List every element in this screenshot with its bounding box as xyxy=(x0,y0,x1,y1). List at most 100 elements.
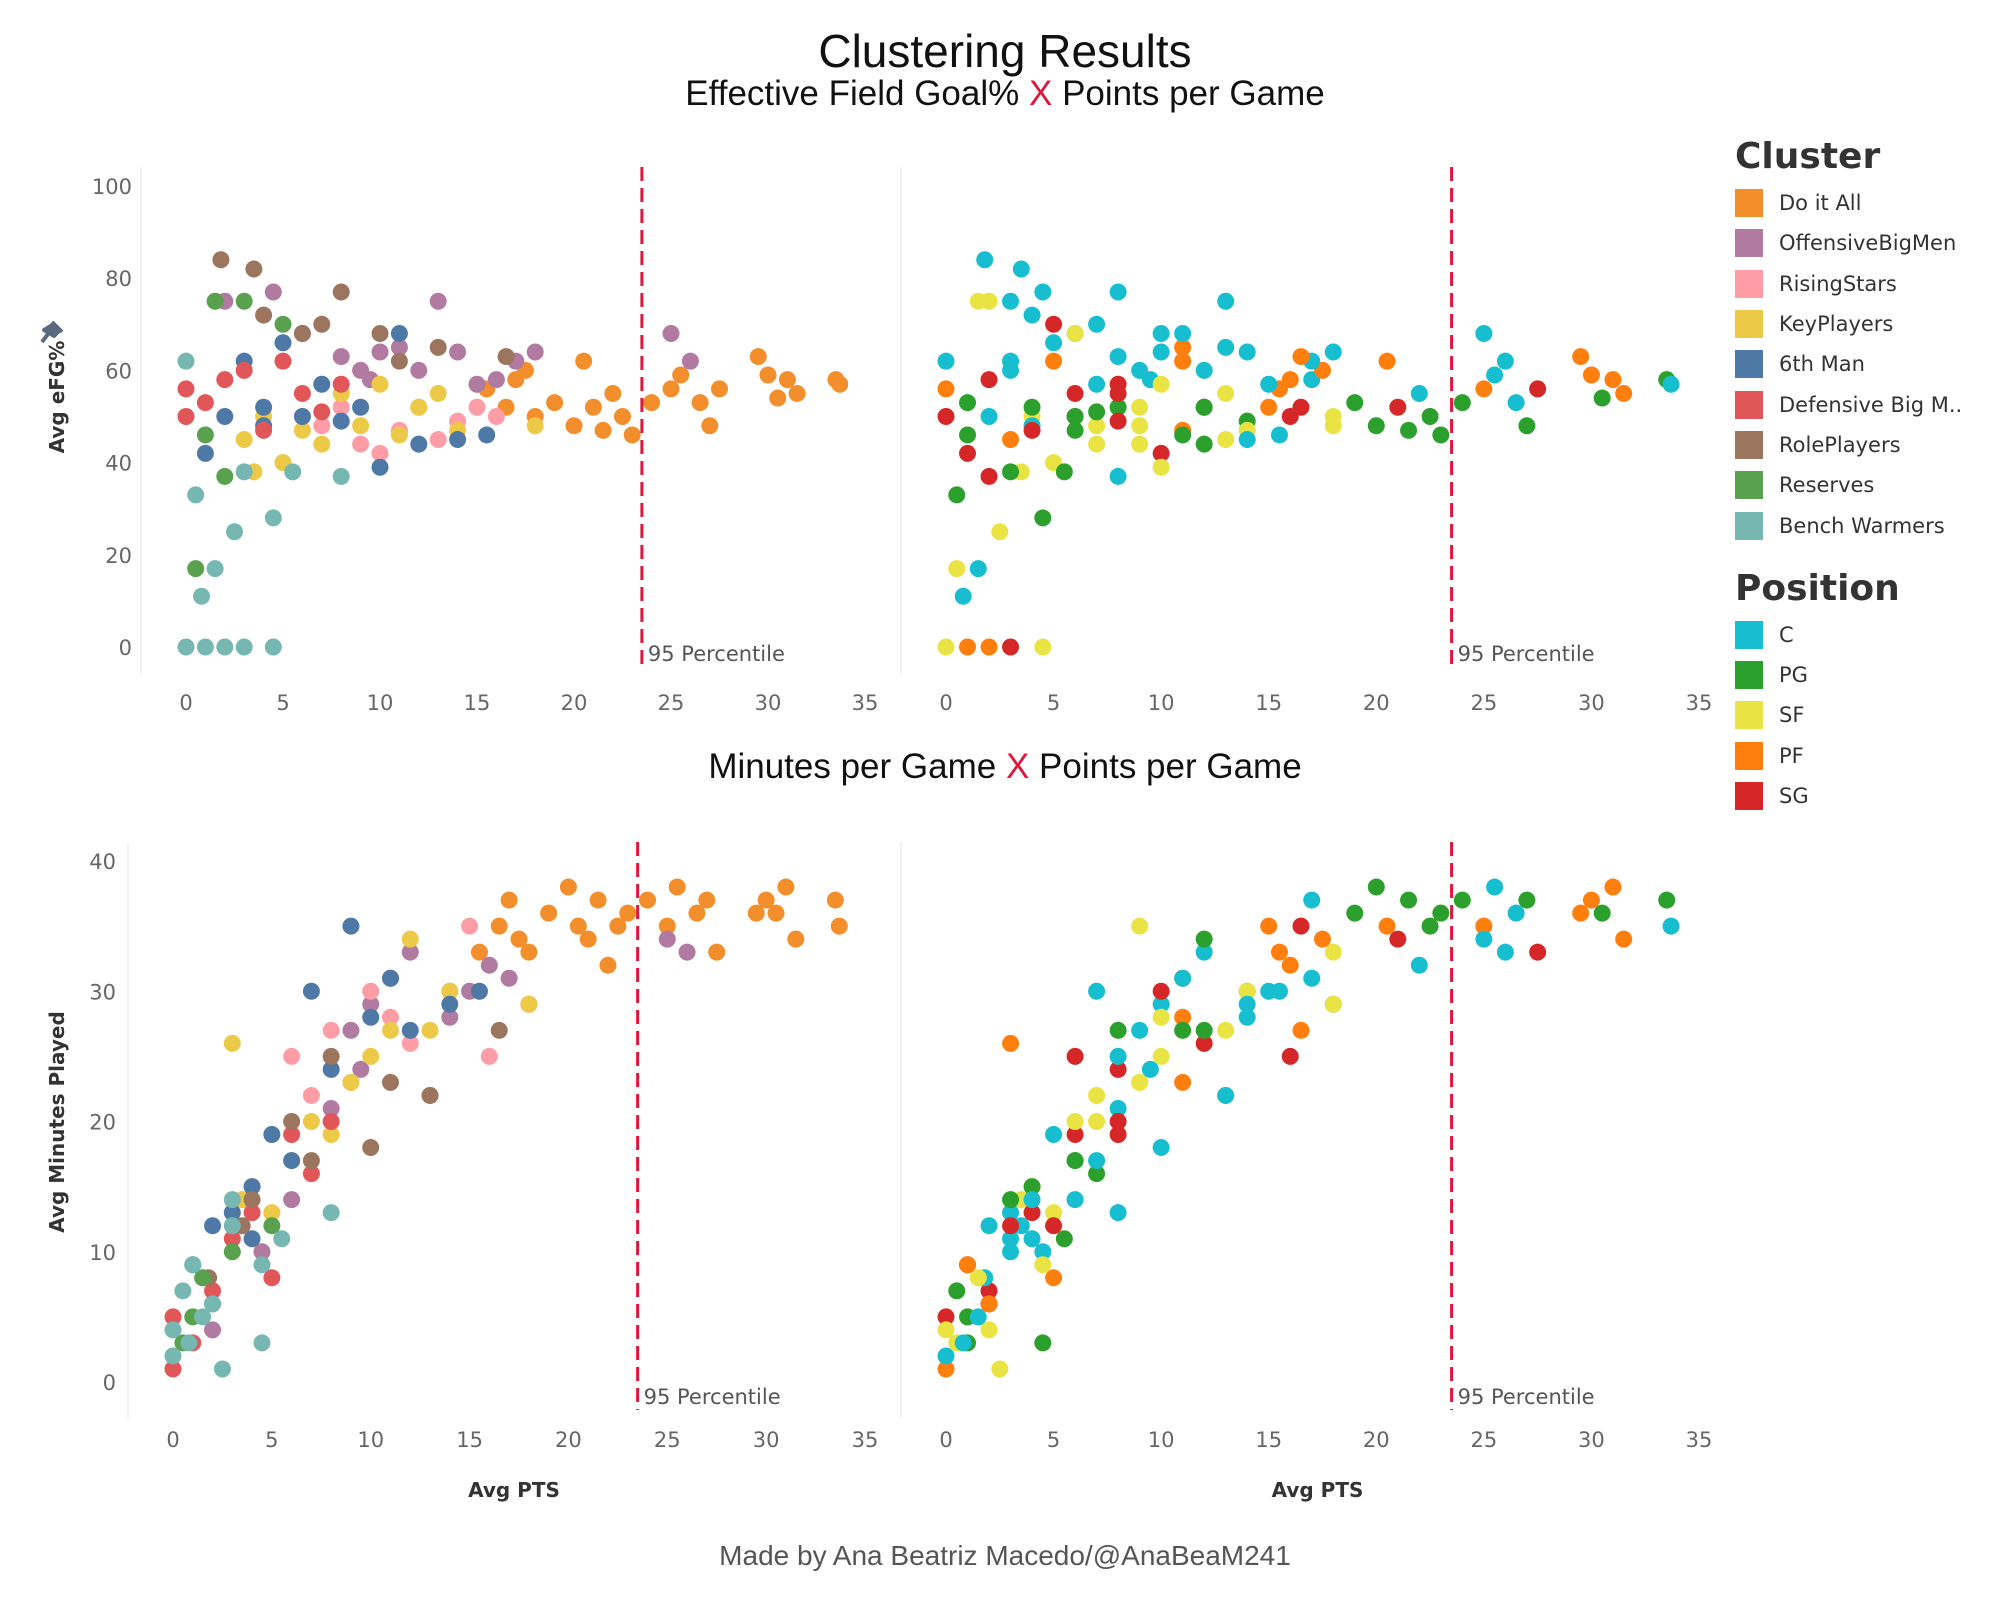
data-point xyxy=(283,1113,301,1130)
data-point xyxy=(1002,1191,1020,1209)
data-point xyxy=(381,1008,399,1026)
data-point xyxy=(174,1282,192,1300)
data-point xyxy=(1152,458,1170,476)
data-point xyxy=(390,352,408,370)
data-point xyxy=(1131,435,1149,453)
legend-swatch xyxy=(1735,782,1763,810)
legend-item-reserves[interactable]: Reserves xyxy=(1735,465,1962,505)
data-point xyxy=(243,1191,261,1209)
legend-item-offensivebigmen[interactable]: OffensiveBigMen xyxy=(1735,223,1962,263)
legend-label: PF xyxy=(1779,743,1804,768)
data-point xyxy=(1088,1165,1106,1183)
data-point xyxy=(1002,1243,1020,1261)
legend-item-keyplayers[interactable]: KeyPlayers xyxy=(1735,304,1962,344)
data-point xyxy=(1034,509,1052,527)
data-point xyxy=(1066,1113,1084,1130)
data-point xyxy=(371,343,389,361)
data-point xyxy=(1131,398,1149,416)
data-point xyxy=(362,1139,380,1157)
data-point xyxy=(1152,1139,1170,1157)
x-tick-label: 20 xyxy=(1363,1428,1390,1452)
data-point xyxy=(302,1086,320,1104)
data-point xyxy=(937,352,955,370)
x-tick-label: 0 xyxy=(166,1428,179,1452)
data-point xyxy=(980,1282,998,1300)
data-point xyxy=(1109,1204,1127,1222)
legend-item-sg[interactable]: SG xyxy=(1735,776,1962,816)
data-point xyxy=(546,394,564,412)
data-point xyxy=(1109,375,1127,393)
data-point xyxy=(243,1230,261,1248)
data-point xyxy=(959,444,977,462)
data-point xyxy=(1002,361,1020,379)
legend-item-sf[interactable]: SF xyxy=(1735,695,1962,735)
data-point xyxy=(658,917,676,935)
data-point xyxy=(322,1126,340,1144)
legend-item-roleplayers[interactable]: RolePlayers xyxy=(1735,425,1962,465)
data-point xyxy=(223,1243,241,1261)
data-point xyxy=(830,917,848,935)
data-point xyxy=(1421,917,1439,935)
data-point xyxy=(196,444,214,462)
x-axis-title: Avg PTS xyxy=(1272,1478,1364,1502)
data-point xyxy=(1055,1230,1073,1248)
legend-item-bench-warmers[interactable]: Bench Warmers xyxy=(1735,505,1962,545)
data-point xyxy=(352,435,370,453)
legend-swatch xyxy=(1735,701,1763,730)
legend-item-6th-man[interactable]: 6th Man xyxy=(1735,344,1962,384)
data-point xyxy=(1292,1021,1310,1039)
data-point xyxy=(429,431,447,449)
legend-item-pg[interactable]: PG xyxy=(1735,655,1962,695)
legend-label: C xyxy=(1779,622,1794,647)
data-point xyxy=(691,394,709,412)
legend-item-c[interactable]: C xyxy=(1735,615,1962,655)
reference-line-label: 95 Percentile xyxy=(648,642,785,666)
data-point xyxy=(204,1217,222,1235)
data-point xyxy=(177,380,195,398)
data-point xyxy=(937,408,955,425)
data-point xyxy=(579,930,597,948)
legend-item-risingstars[interactable]: RisingStars xyxy=(1735,264,1962,304)
legend-item-do-it-all[interactable]: Do it All xyxy=(1735,183,1962,223)
data-point xyxy=(352,417,370,435)
data-point xyxy=(1045,1126,1063,1144)
y-tick-label: 60 xyxy=(105,359,132,383)
data-point xyxy=(520,995,538,1013)
data-point xyxy=(1088,1113,1106,1130)
data-point xyxy=(441,995,459,1013)
data-point xyxy=(1034,638,1052,656)
data-point xyxy=(302,1152,320,1170)
legend-label: 6th Man xyxy=(1779,352,1865,377)
data-point xyxy=(470,982,488,1000)
data-point xyxy=(959,394,977,412)
data-point xyxy=(1486,878,1504,896)
data-point xyxy=(1141,1060,1159,1078)
data-point xyxy=(1045,315,1063,333)
data-point xyxy=(1378,917,1396,935)
x-tick-label: 30 xyxy=(755,691,782,715)
data-point xyxy=(293,384,311,402)
data-point xyxy=(255,421,273,439)
data-point xyxy=(948,1282,966,1300)
data-point xyxy=(1260,398,1278,416)
data-point xyxy=(226,523,243,541)
data-point xyxy=(1238,995,1256,1013)
data-point xyxy=(1270,982,1288,1000)
data-point xyxy=(1152,343,1170,361)
data-point xyxy=(969,292,987,310)
data-point xyxy=(332,412,350,430)
data-point xyxy=(342,917,360,935)
y-tick-label: 100 xyxy=(92,175,132,199)
data-point xyxy=(216,638,234,656)
data-point xyxy=(490,1021,508,1039)
data-point xyxy=(273,1230,291,1248)
data-point xyxy=(520,943,538,961)
data-point xyxy=(253,1256,271,1274)
data-point xyxy=(787,930,805,948)
legend-item-pf[interactable]: PF xyxy=(1735,736,1962,776)
data-point xyxy=(429,384,447,402)
data-point xyxy=(293,325,311,343)
legend-item-defensive-big-m[interactable]: Defensive Big M.. xyxy=(1735,384,1962,424)
data-point xyxy=(959,1256,977,1274)
data-point xyxy=(362,995,380,1013)
